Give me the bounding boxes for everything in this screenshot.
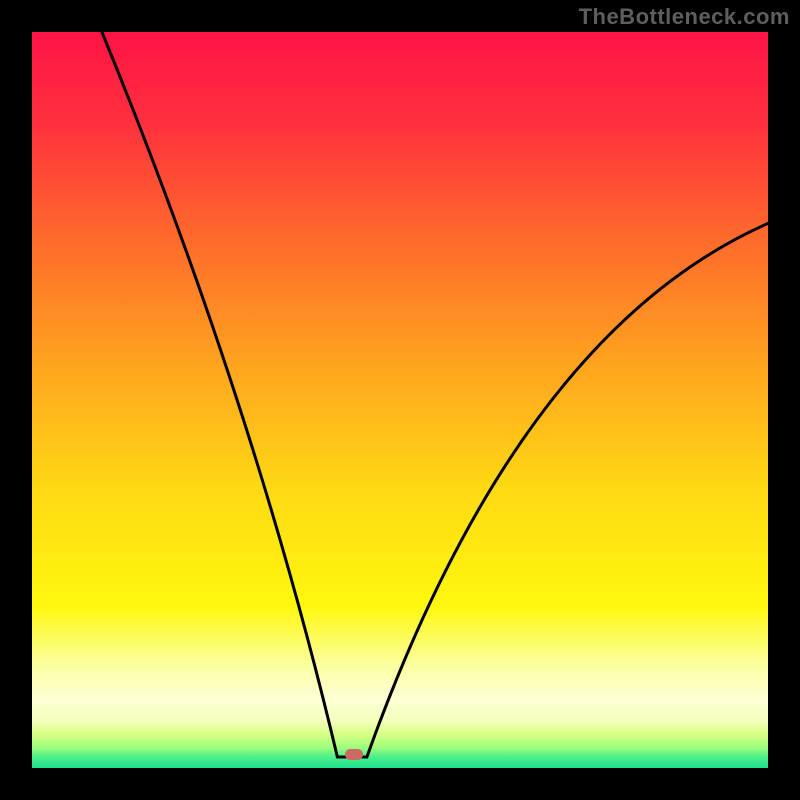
plot-area	[32, 32, 768, 768]
canvas: TheBottleneck.com	[0, 0, 800, 800]
bottleneck-curve	[102, 32, 768, 757]
watermark-text: TheBottleneck.com	[579, 4, 790, 30]
curve-svg	[32, 32, 768, 768]
trough-marker	[345, 749, 363, 760]
